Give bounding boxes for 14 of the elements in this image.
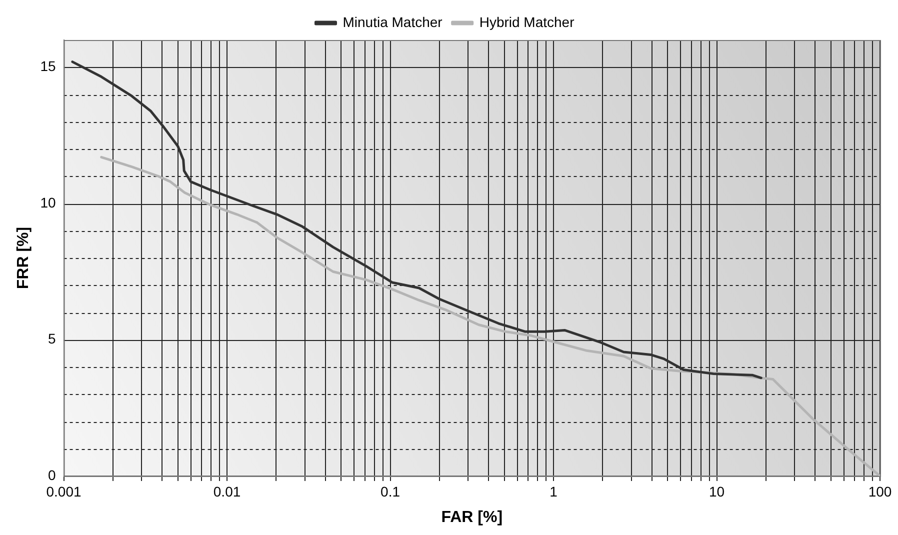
x-tick-label: 1 (550, 483, 558, 500)
y-tick-label: 10 (40, 194, 56, 210)
y-axis-title: FRR [%] (15, 226, 32, 290)
y-tick-label: 5 (48, 330, 56, 347)
x-tick-label: 0.001 (46, 483, 82, 500)
x-tick-label: 0.1 (380, 483, 400, 500)
legend-label: Hybrid Matcher (479, 14, 575, 30)
y-tick-label: 0 (48, 466, 56, 483)
x-axis-title: FAR [%] (441, 508, 503, 526)
y-tick-label: 15 (40, 58, 56, 74)
x-tick-label: 10 (708, 483, 725, 500)
x-tick-label: 0.01 (213, 483, 241, 500)
legend-label: Minutia Matcher (342, 14, 443, 30)
x-tick-label: 100 (868, 483, 892, 500)
